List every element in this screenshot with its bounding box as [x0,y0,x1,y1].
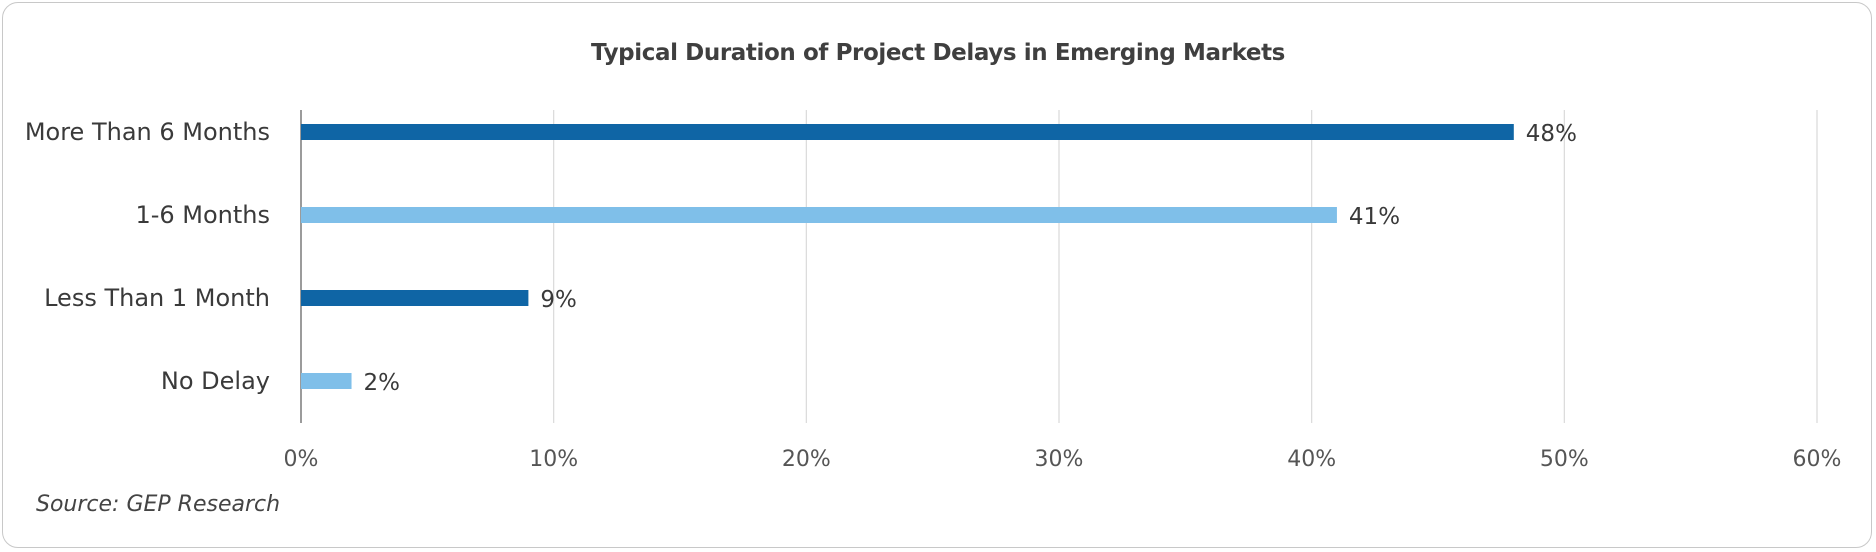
gridlines [553,110,1818,423]
bar [301,373,352,389]
x-tick-label: 0% [284,447,319,472]
data-label: 9% [540,287,577,313]
chart-title: Typical Duration of Project Delays in Em… [591,40,1285,66]
data-label: 2% [364,370,401,396]
data-labels: 48% 41% 9% 2% [364,121,1577,396]
x-tick-label: 20% [782,447,831,472]
category-labels: More Than 6 Months 1-6 Months Less Than 1 … [25,118,270,395]
x-tick-labels: 0% 10% 20% 30% 40% 50% 60% [284,447,1842,472]
bar [301,207,1337,223]
data-label: 41% [1349,204,1400,230]
bar [301,290,529,306]
category-label: More Than 6 Months [25,118,270,146]
category-label: Less Than 1 Month [44,284,270,312]
bar [301,124,1514,140]
x-tick-label: 10% [529,447,578,472]
category-label: 1-6 Months [135,201,270,229]
source-note: Source: GEP Research [36,492,281,517]
data-label: 48% [1526,121,1577,147]
x-tick-label: 50% [1540,447,1589,472]
bars [301,124,1514,389]
x-tick-label: 60% [1793,447,1842,472]
category-label: No Delay [161,367,270,395]
x-tick-label: 40% [1287,447,1336,472]
x-tick-label: 30% [1035,447,1084,472]
